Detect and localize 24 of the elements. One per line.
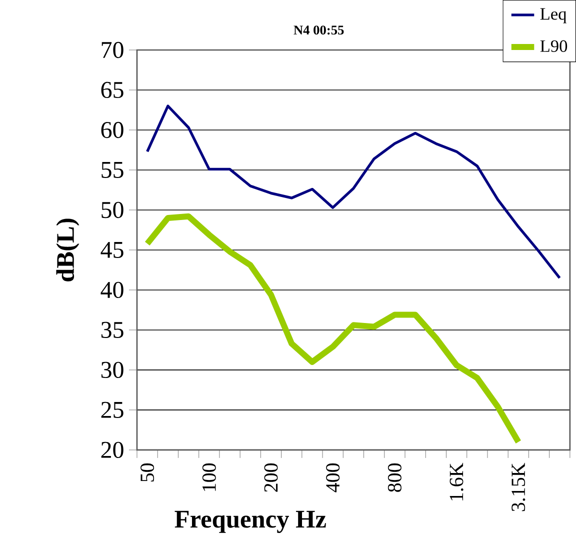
x-tick-label: 1.6K (450, 462, 464, 500)
y-tick-label: 70 (102, 42, 124, 58)
x-tick-label: 50 (140, 463, 154, 482)
y-tick-label: 45 (100, 242, 124, 258)
y-tick-label: 55 (102, 162, 124, 178)
y-tick-label: 40 (100, 282, 124, 298)
chart-title: N4 00:55 (294, 26, 344, 35)
x-tick-label: 3.15K (512, 462, 526, 512)
legend-label: Leq (540, 8, 566, 24)
y-tick-label: 65 (101, 82, 124, 98)
y-tick-label: 30 (101, 362, 124, 378)
y-tick-label: 35 (101, 322, 124, 338)
line-series (146, 104, 561, 280)
x-tick-label: 200 (264, 463, 278, 492)
y-tick-label: 60 (101, 122, 124, 138)
x-tick-label: 400 (326, 463, 340, 492)
y-tick-label: 50 (102, 202, 124, 218)
x-axis-title: Frequency Hz (174, 510, 326, 533)
y-tick-label: 20 (101, 442, 124, 458)
y-tick-label: 25 (101, 402, 124, 418)
x-tick-label: 800 (388, 463, 402, 492)
x-tick-label: 100 (202, 463, 216, 491)
y-axis-title: dB(L) (56, 218, 80, 282)
legend-label: L90 (540, 40, 568, 52)
